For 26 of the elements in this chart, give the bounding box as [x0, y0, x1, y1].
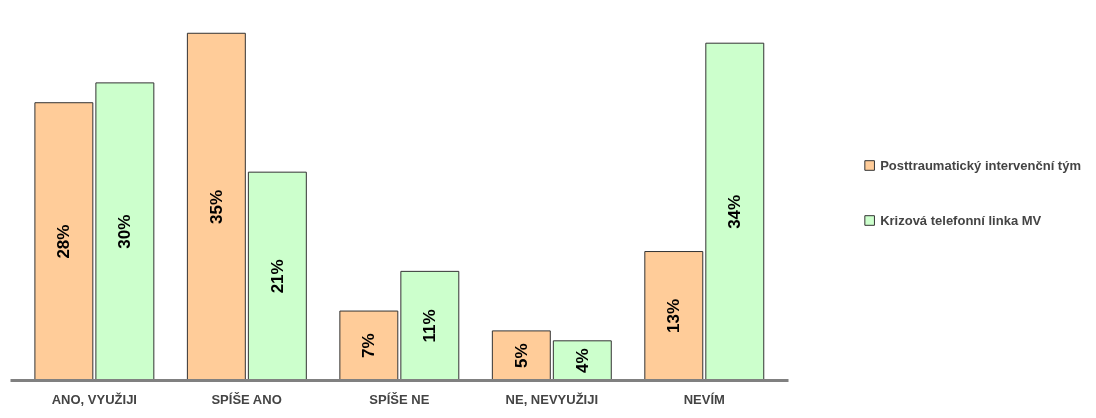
data-label: 30% [115, 214, 135, 249]
legend-label: Krizová telefonní linka MV [880, 212, 1042, 228]
bar [34, 102, 94, 381]
x-tick-label: NEVÍM [683, 391, 725, 407]
x-tick-label: SPÍŠE NE [369, 391, 430, 407]
legend-label: Posttraumatický intervenční tým [880, 157, 1081, 173]
data-label: 11% [420, 309, 440, 343]
data-label: 4% [572, 348, 592, 373]
data-label: 21% [267, 259, 287, 294]
bar [95, 82, 155, 381]
bar [186, 32, 246, 381]
data-label: 35% [206, 189, 226, 224]
data-label: 13% [664, 299, 684, 334]
x-tick-label: NE, NEVYUŽIJI [505, 391, 599, 407]
data-label: 5% [511, 343, 531, 368]
data-label: 28% [54, 224, 74, 259]
bar [705, 42, 765, 381]
bar [644, 251, 704, 381]
bar [491, 330, 551, 381]
x-tick-label: ANO, VYUŽIJI [51, 391, 137, 407]
x-tick-label: SPÍŠE ANO [211, 391, 282, 407]
bar [247, 171, 307, 381]
data-label: 34% [725, 194, 745, 229]
bar [400, 270, 460, 381]
bar [339, 310, 399, 381]
data-label: 7% [359, 333, 379, 359]
